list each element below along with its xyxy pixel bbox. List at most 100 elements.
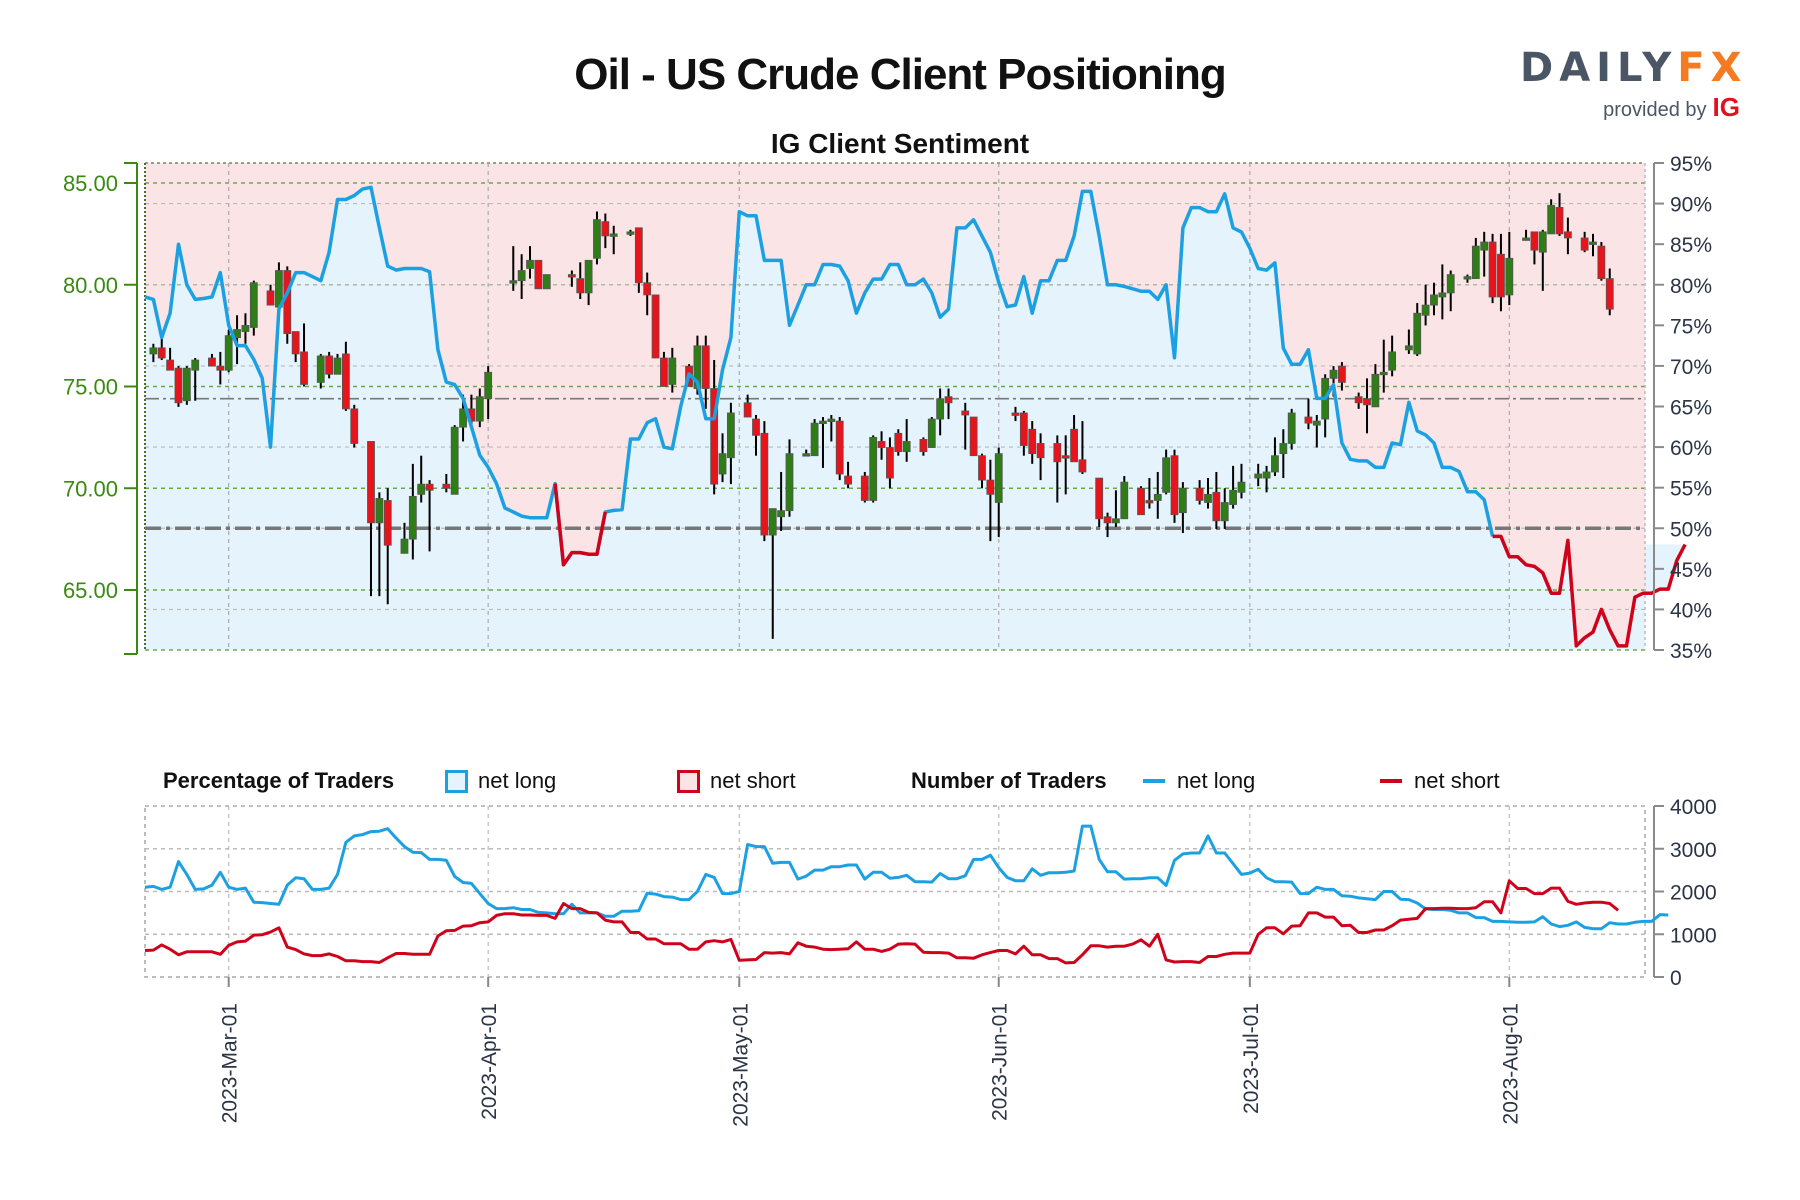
candle-down — [978, 455, 986, 481]
net-long-area — [145, 187, 1686, 651]
candle-down — [1605, 278, 1614, 310]
candle-up — [517, 270, 526, 282]
candle-up — [484, 371, 493, 400]
candle-down — [534, 259, 543, 290]
candle-down — [1363, 398, 1371, 406]
candle-up — [1388, 351, 1397, 371]
candle-down — [919, 439, 928, 453]
ig-logo: IG — [1712, 92, 1740, 122]
candle-up — [768, 508, 777, 536]
candle-up — [1446, 274, 1455, 294]
candle-down — [174, 367, 183, 404]
candle-up — [1262, 471, 1271, 479]
candle-down — [442, 483, 451, 489]
legend-pct-long: net long — [445, 764, 556, 798]
candle-down — [1212, 491, 1221, 522]
candle-down — [701, 345, 710, 389]
price-tick-label: 70.00 — [63, 476, 118, 501]
price-tick-label: 85.00 — [63, 171, 118, 196]
candle-down — [1028, 428, 1037, 455]
candle-down — [300, 351, 308, 385]
candle-down — [1338, 365, 1346, 383]
candle-down — [1304, 416, 1313, 424]
candle-up — [994, 453, 1003, 503]
candle-up — [1505, 257, 1514, 296]
date-tick-label: 2023-Jul-01 — [1240, 1003, 1263, 1114]
candle-up — [1287, 412, 1296, 444]
count-tick-label: 3000 — [1670, 839, 1717, 862]
date-tick-label: 2023-May-01 — [729, 1003, 752, 1127]
candle-up — [1413, 312, 1422, 355]
candle-up — [785, 453, 794, 512]
candle-up — [333, 357, 342, 375]
candle-up — [1204, 493, 1212, 503]
legend-pct-title: Percentage of Traders — [163, 764, 394, 798]
net-long-line-icon — [1143, 779, 1165, 783]
candle-up — [668, 357, 677, 385]
candle-down — [367, 441, 375, 524]
pct-tick-label: 40% — [1670, 599, 1712, 622]
date-tick-label: 2023-Apr-01 — [478, 1003, 501, 1120]
candle-up — [1162, 457, 1171, 493]
candle-up — [802, 453, 811, 457]
candle-down — [283, 270, 292, 334]
candle-up — [1463, 276, 1472, 280]
candle-up — [1379, 371, 1388, 376]
count-tick-label: 2000 — [1670, 882, 1717, 905]
candle-up — [1279, 443, 1288, 455]
candle-down — [1070, 428, 1078, 463]
candle-up — [224, 335, 233, 371]
count-tick-label: 4000 — [1670, 796, 1717, 819]
candle-up — [509, 280, 518, 284]
candle-down — [961, 410, 970, 416]
net-short-line-icon — [1380, 779, 1402, 783]
candle-down — [216, 365, 225, 371]
candle-up — [526, 259, 534, 269]
candle-up — [609, 233, 618, 237]
legend-pct-short: net short — [677, 764, 796, 798]
logo-provided-by: provided by IG — [1520, 92, 1740, 123]
candle-down — [1555, 207, 1564, 235]
candle-down — [1488, 241, 1497, 298]
candle-down — [886, 447, 894, 479]
candle-up — [1153, 493, 1162, 501]
candle-down — [1103, 516, 1112, 524]
candle-down — [1053, 443, 1062, 463]
legend-pct-long-label: net long — [478, 768, 557, 793]
date-tick-label: 2023-Mar-01 — [219, 1003, 242, 1123]
candle-up — [1237, 481, 1246, 493]
candle-down — [1564, 231, 1572, 239]
candle-up — [869, 436, 878, 501]
candle-down — [266, 290, 275, 306]
legend-num-long: net long — [1143, 764, 1255, 798]
net-long-count-line — [144, 824, 1669, 931]
candle-down — [1036, 443, 1045, 459]
candle-down — [1530, 231, 1539, 251]
candle-down — [291, 331, 300, 355]
pct-tick-label: 90% — [1670, 194, 1712, 217]
candle-down — [986, 479, 995, 495]
candle-down — [1019, 412, 1028, 446]
candle-up — [777, 510, 786, 518]
candle-down — [760, 432, 769, 536]
candle-down — [325, 355, 334, 375]
candle-up — [1430, 294, 1438, 306]
candle-down — [350, 408, 359, 444]
net-short-swatch-icon — [677, 769, 700, 793]
candle-up — [718, 453, 727, 475]
candle-down — [1137, 487, 1145, 516]
candle-up — [902, 441, 911, 453]
candle-up — [1178, 487, 1187, 514]
candle-down — [1061, 455, 1070, 459]
candle-up — [1547, 204, 1556, 235]
candle-down — [651, 294, 660, 359]
chart-title: Oil - US Crude Client Positioning — [574, 50, 1226, 99]
pct-tick-label: 55% — [1670, 478, 1712, 501]
candle-up — [375, 498, 384, 524]
candle-down — [383, 500, 392, 546]
chart-subtitle: IG Client Sentiment — [770, 128, 1030, 159]
candle-down — [1497, 253, 1505, 298]
candle-down — [1354, 396, 1363, 404]
candle-down — [601, 221, 610, 237]
candle-up — [1254, 473, 1263, 479]
